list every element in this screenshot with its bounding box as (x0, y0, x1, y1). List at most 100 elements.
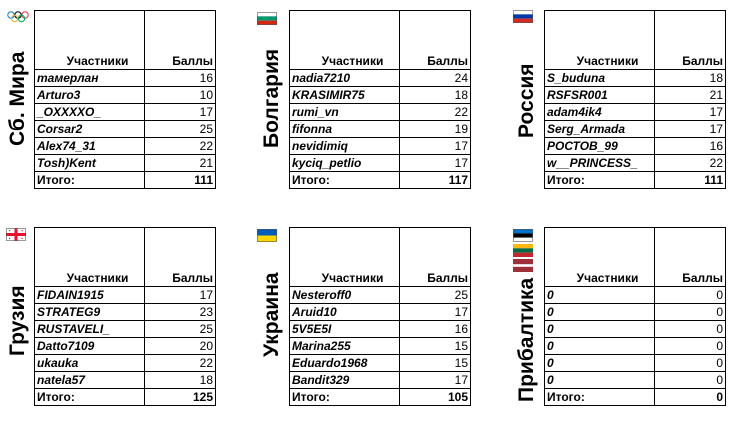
total-row: Итого: 117 (289, 171, 471, 189)
player-score: 0 (654, 337, 726, 355)
points-header: Баллы (144, 227, 216, 287)
total-row: Итого: 0 (544, 388, 726, 406)
total-score: 125 (144, 388, 216, 406)
ukraine-flag-icon (257, 229, 277, 242)
player-score: 25 (144, 320, 216, 338)
player-score: 18 (399, 86, 471, 104)
player-score: 17 (399, 137, 471, 155)
table-row: Alex74_31 22 (34, 137, 216, 155)
player-name: Alex74_31 (34, 137, 145, 155)
points-header: Баллы (144, 10, 216, 70)
player-score: 22 (399, 103, 471, 121)
player-score: 23 (144, 303, 216, 321)
table-header-row: Участники Баллы (544, 227, 726, 287)
player-name: STRATEG9 (34, 303, 145, 321)
score-table: Участники Баллы FIDAIN1915 17 STRATEG9 23 … (34, 227, 216, 406)
points-header: Баллы (399, 227, 471, 287)
team-name: Прибалтика (515, 277, 538, 402)
player-score: 17 (399, 303, 471, 321)
participants-header: Участники (34, 227, 145, 287)
total-score: 105 (399, 388, 471, 406)
player-name: Nesteroff0 (289, 286, 400, 304)
table-row: _OXXXXO_ 17 (34, 103, 216, 121)
table-row: natela57 18 (34, 371, 216, 389)
table-header-row: Участники Баллы (34, 10, 216, 70)
table-header-row: Участники Баллы (289, 227, 471, 287)
table-row: Aruid10 17 (289, 303, 471, 321)
table-row: fifonna 19 (289, 120, 471, 138)
player-name: ukauka (34, 354, 145, 372)
table-row: FIDAIN1915 17 (34, 286, 216, 304)
points-header: Баллы (654, 10, 726, 70)
player-name: fifonna (289, 120, 400, 138)
player-name: _OXXXXO_ (34, 103, 145, 121)
player-score: 17 (399, 154, 471, 172)
player-score: 0 (654, 286, 726, 304)
total-label: Итого: (544, 388, 655, 406)
player-score: 10 (144, 86, 216, 104)
total-label: Итого: (544, 171, 655, 189)
player-score: 0 (654, 371, 726, 389)
points-header: Баллы (399, 10, 471, 70)
player-name: РОСТОВ_99 (544, 137, 655, 155)
total-label: Итого: (289, 388, 400, 406)
player-score: 0 (654, 354, 726, 372)
player-name: FIDAIN1915 (34, 286, 145, 304)
player-score: 15 (399, 337, 471, 355)
player-name: natela57 (34, 371, 145, 389)
player-name: S_buduna (544, 69, 655, 87)
points-header: Баллы (654, 227, 726, 287)
table-row: 5V5E5I 16 (289, 320, 471, 338)
georgia-flag-icon (6, 228, 26, 241)
player-name: 0 (544, 320, 655, 338)
participants-header: Участники (544, 10, 655, 70)
player-name: Datto7109 (34, 337, 145, 355)
russia-flag-icon (513, 10, 533, 23)
player-name: Bandit329 (289, 371, 400, 389)
table-row: STRATEG9 23 (34, 303, 216, 321)
participants-header: Участники (289, 227, 400, 287)
player-name: adam4ik4 (544, 103, 655, 121)
player-name: RSFSR001 (544, 86, 655, 104)
player-score: 21 (654, 86, 726, 104)
player-name: Eduardo1968 (289, 354, 400, 372)
table-row: adam4ik4 17 (544, 103, 726, 121)
total-label: Итого: (34, 388, 145, 406)
table-row: nevidimiq 17 (289, 137, 471, 155)
player-score: 16 (399, 320, 471, 338)
lithuania-flag-icon (513, 244, 533, 257)
team-name: Украина (260, 272, 283, 357)
player-name: rumi_vn (289, 103, 400, 121)
player-score: 18 (144, 371, 216, 389)
table-row: w__PRINCESS_ 22 (544, 154, 726, 172)
participants-header: Участники (544, 227, 655, 287)
score-table: Участники Баллы S_buduna 18 RSFSR001 21 ad… (544, 10, 726, 189)
table-row: Marina255 15 (289, 337, 471, 355)
player-score: 17 (144, 103, 216, 121)
player-name: Serg_Armada (544, 120, 655, 138)
score-table: Участники Баллы nadia7210 24 KRASIMIR75 18… (289, 10, 471, 189)
player-name: w__PRINCESS_ (544, 154, 655, 172)
table-header-row: Участники Баллы (544, 10, 726, 70)
team-name: Болгария (260, 48, 283, 148)
team-name: Грузия (6, 285, 29, 356)
player-score: 16 (654, 137, 726, 155)
player-name: Tosh)Kent (34, 154, 145, 172)
player-score: 17 (654, 103, 726, 121)
player-score: 16 (144, 69, 216, 87)
player-score: 22 (654, 154, 726, 172)
table-row: ukauka 22 (34, 354, 216, 372)
table-header-row: Участники Баллы (34, 227, 216, 287)
team-name: Россия (515, 63, 538, 138)
table-row: Bandit329 17 (289, 371, 471, 389)
player-score: 18 (654, 69, 726, 87)
table-row: Arturo3 10 (34, 86, 216, 104)
player-name: 0 (544, 286, 655, 304)
table-row: Datto7109 20 (34, 337, 216, 355)
total-score: 111 (654, 171, 726, 189)
total-row: Итого: 111 (34, 171, 216, 189)
